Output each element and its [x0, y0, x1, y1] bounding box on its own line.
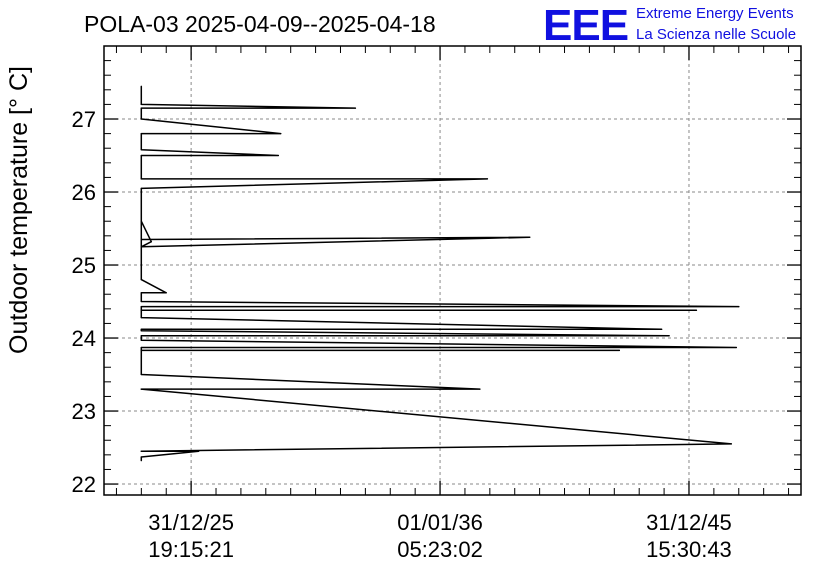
data-point	[140, 335, 142, 337]
data-point	[140, 246, 142, 248]
data-point	[668, 335, 670, 337]
data-point	[140, 118, 142, 120]
logo-line-2: La Scienza nelle Scuole	[636, 26, 796, 43]
data-point	[529, 236, 531, 238]
data-point	[735, 346, 737, 349]
data-point	[140, 292, 142, 294]
data-point	[140, 154, 142, 157]
data-point	[140, 346, 142, 349]
data-point	[140, 238, 142, 241]
data-point	[140, 328, 142, 330]
data-point	[140, 103, 142, 105]
y-tick-label: 24	[72, 326, 96, 351]
y-tick-label: 25	[72, 253, 96, 278]
data-point	[140, 388, 142, 390]
data-point	[140, 330, 142, 332]
axis-ticks	[104, 46, 801, 495]
data-point	[140, 309, 142, 311]
data-point	[140, 339, 142, 341]
data-point	[738, 306, 740, 308]
data-point	[140, 220, 142, 222]
x-tick-label-time: 15:30:43	[646, 537, 732, 562]
y-tick-label: 27	[72, 107, 96, 132]
y-tick-label: 23	[72, 399, 96, 424]
data-point	[140, 178, 142, 180]
data-point	[479, 388, 481, 390]
x-tick-label-date: 31/12/45	[646, 510, 732, 535]
data-point	[140, 306, 142, 308]
data-point	[140, 317, 142, 319]
eee-logo: EEE Extreme Energy Events La Scienza nel…	[543, 1, 796, 50]
data-point	[618, 349, 620, 351]
x-tick-label-time: 19:15:21	[148, 537, 234, 562]
data-point	[140, 300, 142, 303]
data-point	[280, 133, 282, 135]
data-point	[140, 85, 142, 87]
data-point	[661, 328, 663, 330]
data-point	[140, 187, 142, 189]
data-point	[695, 309, 698, 311]
data-point	[198, 450, 200, 452]
x-tick-label-date: 31/12/25	[148, 510, 234, 535]
data-point	[165, 292, 167, 294]
plot-frame	[103, 45, 802, 496]
chart-title: POLA-03 2025-04-09--2025-04-18	[84, 11, 436, 37]
data-point	[140, 279, 142, 281]
data-point	[354, 107, 356, 109]
y-axis-label: Outdoor temperature [° C]	[5, 66, 33, 354]
logo-mark: EEE	[543, 1, 628, 50]
x-tick-label-time: 05:23:02	[397, 537, 483, 562]
data-point	[140, 456, 142, 458]
data-point	[140, 460, 142, 462]
y-tick-label: 22	[72, 472, 96, 497]
data-point	[486, 178, 488, 180]
x-tick-label-date: 01/01/36	[397, 510, 483, 535]
data-point	[140, 349, 142, 351]
grid	[104, 46, 801, 495]
series-layer	[140, 85, 740, 462]
logo-line-1: Extreme Energy Events	[636, 5, 794, 22]
data-point	[150, 241, 152, 243]
data-point	[140, 107, 142, 109]
data-point	[277, 154, 279, 157]
data-point	[140, 450, 142, 452]
y-tick-labels: 22 23 24 25 26 27	[72, 107, 96, 497]
y-tick-label: 26	[72, 180, 96, 205]
data-point	[140, 373, 142, 376]
data-point	[140, 133, 142, 135]
data-point	[140, 149, 142, 151]
data-point	[730, 443, 732, 445]
